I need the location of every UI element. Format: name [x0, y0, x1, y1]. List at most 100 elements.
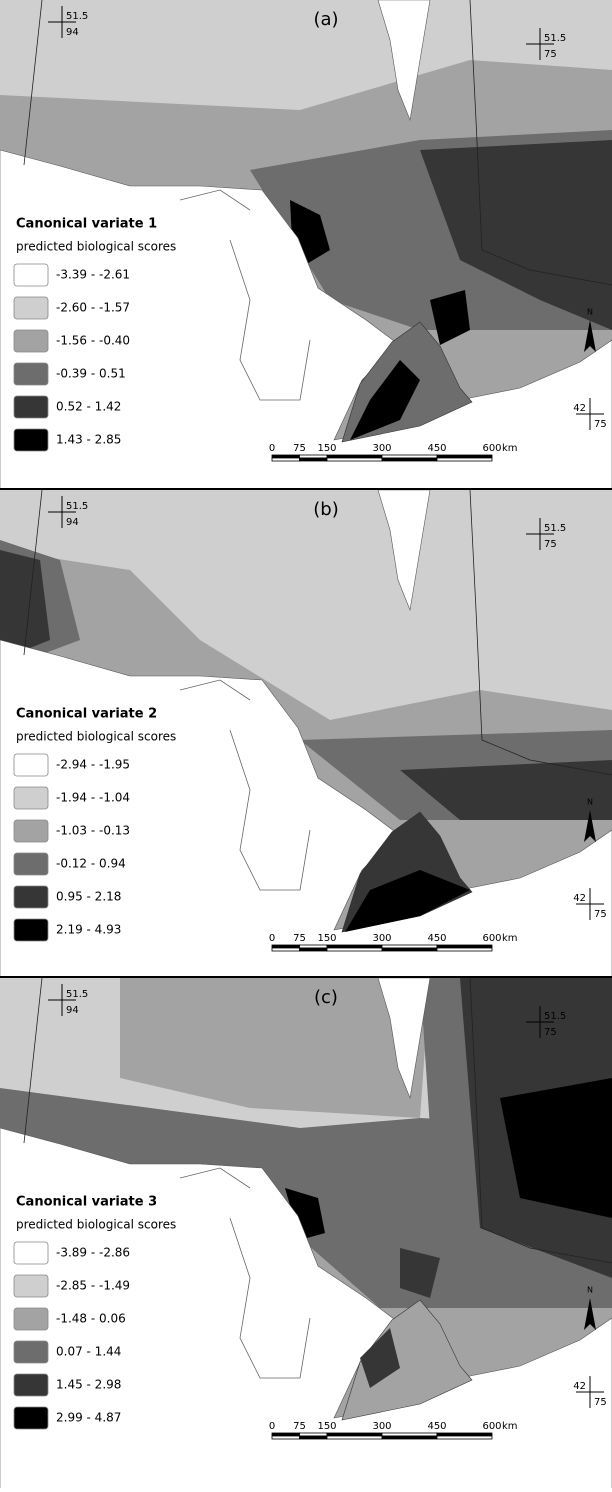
legend-swatch	[14, 264, 48, 286]
legend-label: -2.85 - -1.49	[56, 1279, 130, 1293]
lon-label: 94	[66, 517, 79, 528]
legend-swatch	[14, 1275, 48, 1297]
scale-unit: km	[502, 443, 518, 454]
scale-segment	[437, 1433, 492, 1436]
scale-segment	[272, 455, 300, 458]
scale-segment	[327, 455, 382, 458]
legend-label: 2.99 - 4.87	[56, 1411, 121, 1425]
legend-title: Canonical variate 1	[16, 217, 157, 232]
legend-swatch	[14, 787, 48, 809]
scale-segment	[300, 1436, 328, 1439]
scale-segment	[327, 1436, 382, 1439]
scale-segment	[272, 1433, 300, 1436]
scale-label: 300	[372, 1421, 391, 1432]
map-panel: (c)51.59451.5754275NCanonical variate 3p…	[0, 978, 612, 1488]
legend-swatch	[14, 1308, 48, 1330]
lon-label: 94	[66, 27, 79, 38]
legend-swatch	[14, 886, 48, 908]
legend-subtitle: predicted biological scores	[16, 240, 176, 254]
legend-swatch	[14, 853, 48, 875]
lon-label: 75	[544, 49, 557, 60]
scale-label: 75	[293, 443, 306, 454]
legend-title: Canonical variate 2	[16, 707, 157, 722]
lon-label: 75	[544, 1027, 557, 1038]
scale-segment	[437, 455, 492, 458]
scale-segment	[382, 1436, 437, 1439]
legend-label: -1.94 - -1.04	[56, 791, 130, 805]
scale-label: 600	[482, 443, 501, 454]
scale-unit: km	[502, 933, 518, 944]
legend-swatch	[14, 754, 48, 776]
legend-swatch	[14, 1374, 48, 1396]
legend-swatch	[14, 1242, 48, 1264]
lat-label: 51.5	[66, 11, 88, 22]
scale-segment	[272, 948, 300, 951]
legend-subtitle: predicted biological scores	[16, 1218, 176, 1232]
legend-label: -2.60 - -1.57	[56, 301, 130, 315]
panel-label: (c)	[314, 987, 338, 1008]
scale-segment	[300, 455, 328, 458]
legend-subtitle: predicted biological scores	[16, 730, 176, 744]
scale-segment	[327, 948, 382, 951]
scale-segment	[327, 945, 382, 948]
scale-segment	[272, 1436, 300, 1439]
legend-label: 0.95 - 2.18	[56, 890, 121, 904]
map-panel: (a) 51.5 94 51.5 75 42 75 N Canonical variate 1 p…	[0, 0, 612, 520]
scale-segment	[382, 945, 437, 948]
scale-label: 300	[372, 933, 391, 944]
lat-label: 42	[573, 893, 586, 904]
legend-swatch	[14, 919, 48, 941]
north-label: N	[587, 308, 593, 317]
legend-label: -3.39 - -2.61	[56, 268, 130, 282]
legend-label: 2.19 - 4.93	[56, 923, 121, 937]
lat-label: 51.5	[66, 501, 88, 512]
map-panel: (b) 51.5 94 51.5 75 42 75 N Canonical variate 2 p…	[0, 490, 612, 1010]
legend-title: Canonical variate 3	[16, 1195, 157, 1210]
scale-segment	[382, 455, 437, 458]
lat-label: 51.5	[544, 523, 566, 534]
lat-label: 51.5	[66, 989, 88, 1000]
lat-label: 51.5	[544, 1011, 566, 1022]
lat-label: 51.5	[544, 33, 566, 44]
legend-label: -2.94 - -1.95	[56, 758, 130, 772]
scale-segment	[382, 1433, 437, 1436]
scale-unit: km	[502, 1421, 518, 1432]
legend-label: -0.12 - 0.94	[56, 857, 126, 871]
lat-label: 42	[573, 403, 586, 414]
scale-segment	[300, 948, 328, 951]
legend-swatch	[14, 820, 48, 842]
lon-label: 75	[544, 539, 557, 550]
scale-segment	[327, 1433, 382, 1436]
panel-label: (b)	[313, 499, 338, 520]
north-label: N	[587, 798, 593, 807]
legend-label: -1.48 - 0.06	[56, 1312, 126, 1326]
legend-swatch	[14, 330, 48, 352]
scale-label: 0	[269, 1421, 275, 1432]
scale-label: 0	[269, 443, 275, 454]
scale-segment	[300, 458, 328, 461]
scale-segment	[382, 458, 437, 461]
scale-label: 600	[482, 933, 501, 944]
scale-label: 0	[269, 933, 275, 944]
scale-label: 450	[427, 1421, 446, 1432]
scale-label: 450	[427, 933, 446, 944]
lon-label: 75	[594, 419, 607, 430]
legend-swatch	[14, 429, 48, 451]
legend-swatch	[14, 363, 48, 385]
scale-label: 150	[317, 443, 336, 454]
legend-label: -1.03 - -0.13	[56, 824, 130, 838]
scale-segment	[437, 948, 492, 951]
legend-swatch	[14, 297, 48, 319]
scale-label: 150	[317, 933, 336, 944]
lon-label: 75	[594, 909, 607, 920]
scale-label: 75	[293, 933, 306, 944]
scale-label: 75	[293, 1421, 306, 1432]
panel-label: (a)	[313, 9, 338, 30]
legend-label: -1.56 - -0.40	[56, 334, 130, 348]
legend-label: 0.07 - 1.44	[56, 1345, 121, 1359]
scale-segment	[382, 948, 437, 951]
scale-label: 300	[372, 443, 391, 454]
scale-label: 450	[427, 443, 446, 454]
scale-segment	[300, 945, 328, 948]
legend-swatch	[14, 1341, 48, 1363]
